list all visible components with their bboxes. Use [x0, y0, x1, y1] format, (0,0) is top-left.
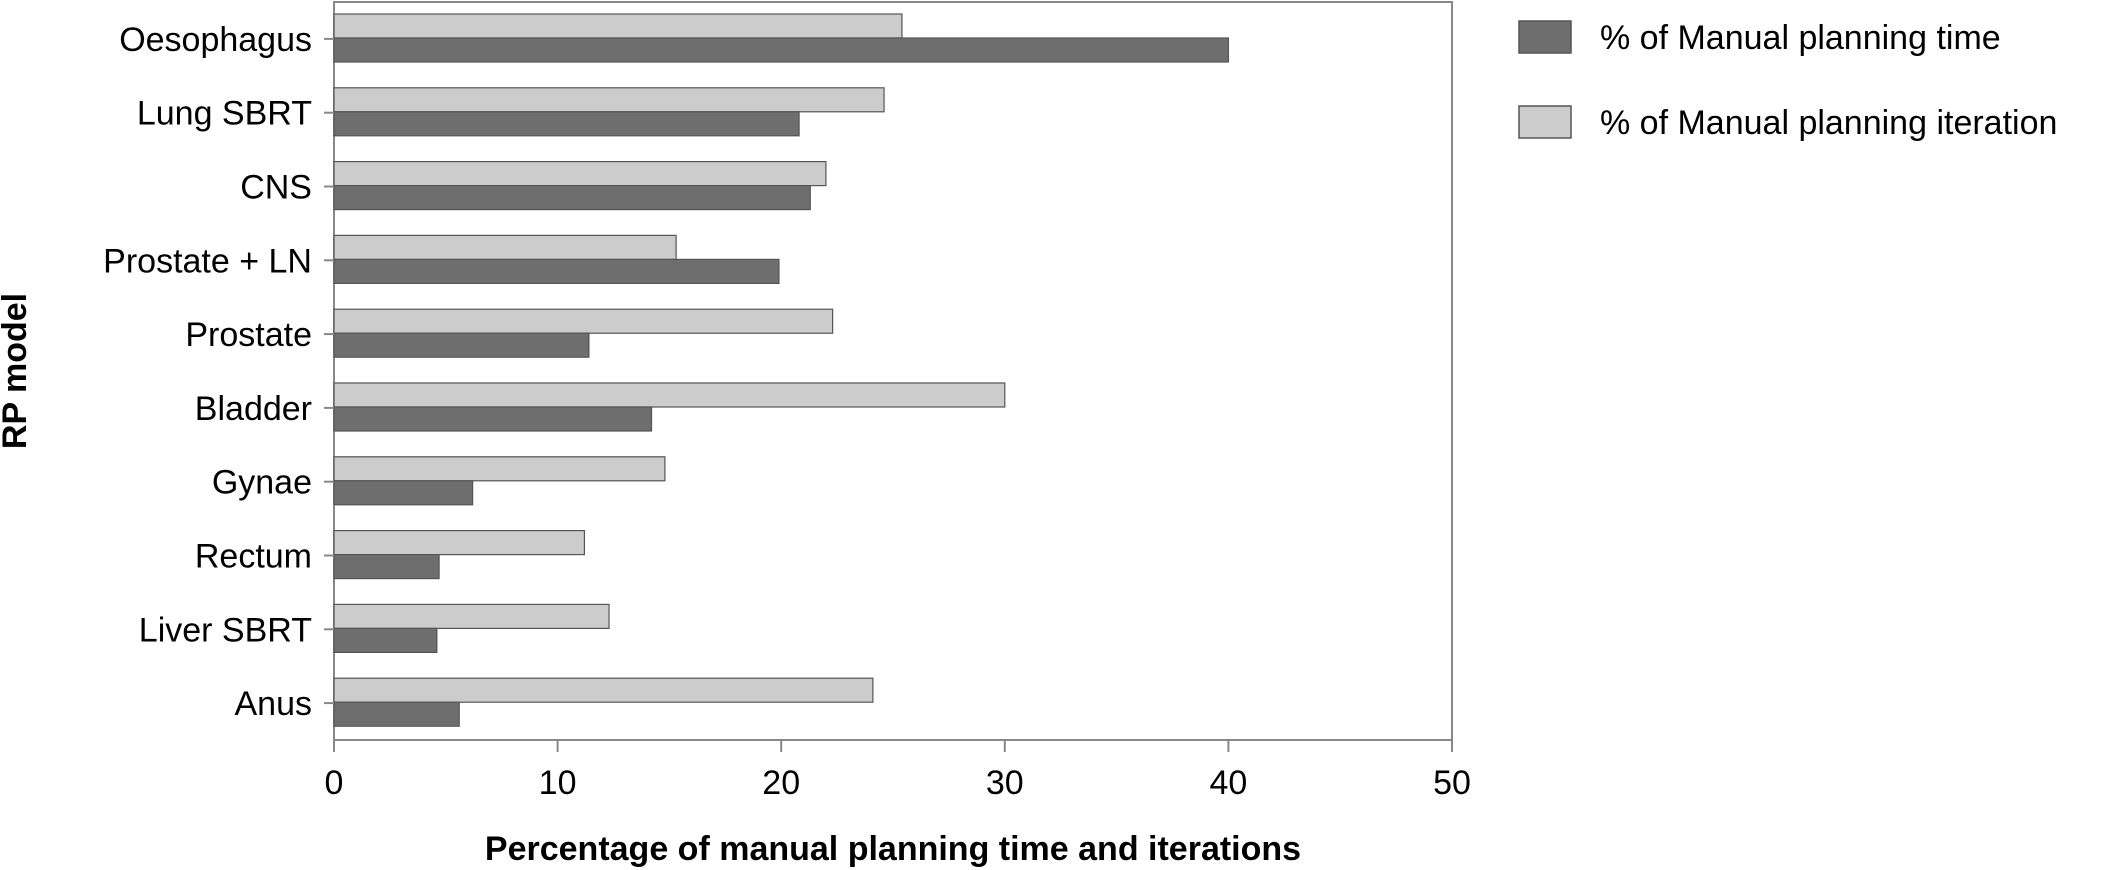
bar-iteration [333, 529, 586, 556]
x-tick-label: 0 [325, 764, 344, 802]
y-tick-label: Liver SBRT [139, 611, 312, 649]
y-tick-label: CNS [240, 169, 312, 207]
y-axis-title: RP model [0, 293, 34, 449]
y-tick-label: Prostate [185, 316, 312, 354]
x-tick-label: 30 [986, 764, 1024, 802]
y-tick-label: Anus [235, 685, 313, 723]
bar-time [333, 332, 590, 358]
bar-time [333, 185, 811, 211]
x-tick-label: 40 [1209, 764, 1247, 802]
bar-iteration [333, 382, 1006, 408]
bar-iteration [333, 161, 827, 187]
y-tick-label: Prostate + LN [103, 242, 312, 280]
y-axis-tick-labels: Oesophagus Lung SBRT CNS Prostate + LN Prost… [103, 21, 334, 723]
bars-group [333, 13, 1230, 727]
bar-time [333, 627, 438, 654]
legend-label-time: % of Manual planning time [1600, 19, 2001, 57]
legend-swatch-time [1518, 20, 1572, 54]
bar-time [333, 37, 1230, 63]
y-tick-label: Oesophagus [119, 21, 312, 59]
bar-time [333, 406, 653, 432]
bar-iteration [333, 456, 666, 482]
bar-time [333, 258, 780, 284]
x-tick-label: 10 [539, 764, 577, 802]
x-axis: 0 10 20 30 40 50 [325, 740, 1471, 802]
bar-iteration [333, 677, 874, 703]
y-tick-label: Rectum [195, 538, 312, 576]
bar-iteration [333, 87, 885, 113]
y-tick-label: Bladder [195, 390, 312, 428]
legend: % of Manual planning time % of Manual pl… [1518, 19, 2057, 142]
bar-iteration [333, 308, 834, 334]
x-axis-title: Percentage of manual planning time and i… [485, 830, 1301, 868]
bar-time [333, 480, 474, 506]
x-tick-label: 20 [762, 764, 800, 802]
bar-time [333, 111, 800, 137]
legend-label-iteration: % of Manual planning iteration [1600, 104, 2057, 142]
bar-iteration [333, 13, 903, 39]
bar-iteration [333, 234, 677, 260]
legend-swatch-iteration [1518, 105, 1572, 139]
bar-iteration [333, 603, 610, 630]
x-tick-label: 50 [1433, 764, 1471, 802]
bar-time [333, 701, 460, 727]
y-tick-label: Lung SBRT [137, 95, 312, 133]
y-tick-label: Gynae [212, 464, 312, 502]
bar-time [333, 553, 440, 580]
